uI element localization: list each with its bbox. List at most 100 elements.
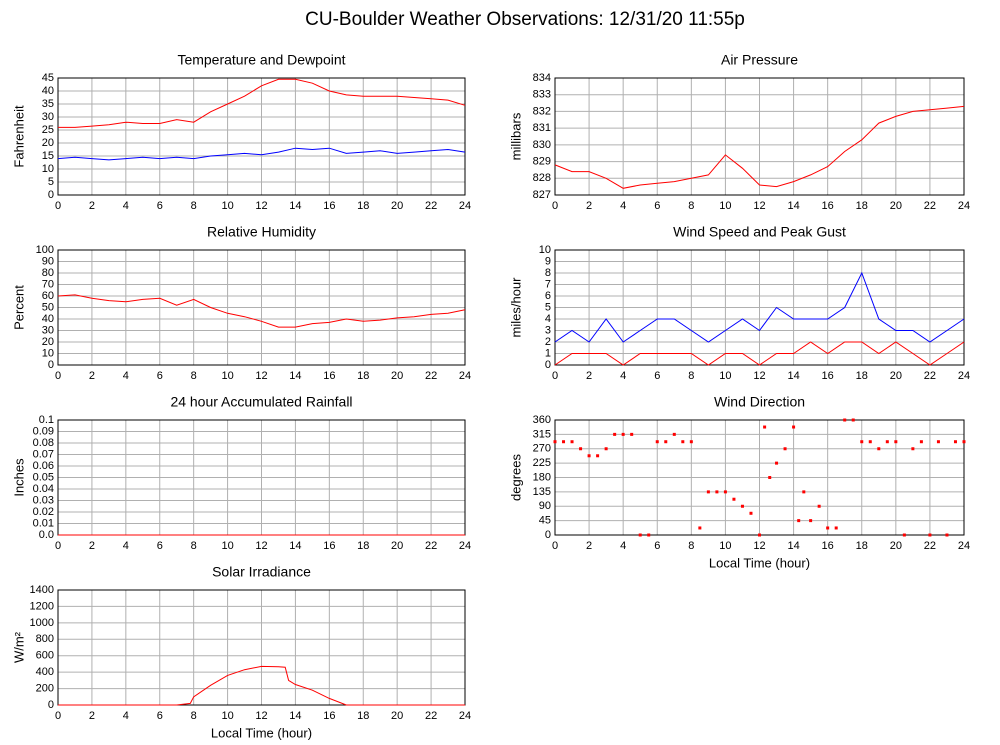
y-tick-label: 40 [42,313,54,325]
scatter-point [936,440,940,444]
y-tick-label: 90 [539,500,551,512]
x-tick-label: 4 [123,200,129,212]
scatter-point [672,432,676,436]
y-tick-label: 829 [533,155,551,167]
y-axis-label: millibars [508,112,523,160]
y-tick-label: 30 [42,111,54,123]
y-tick-label: 1200 [30,600,54,612]
x-tick-label: 20 [391,710,403,722]
x-tick-label: 2 [586,370,592,382]
scatter-point [783,447,787,451]
y-tick-label: 70 [42,278,54,290]
plot-frame [57,77,466,196]
scatter-point [681,440,685,444]
x-tick-label: 20 [391,370,403,382]
scatter-point [664,440,668,444]
x-tick-label: 24 [958,370,970,382]
y-tick-label: 0.01 [33,517,54,529]
scatter-point [570,440,574,444]
scatter-point [749,511,753,515]
y-tick-label: 10 [539,244,551,256]
y-tick-label: 35 [42,98,54,110]
x-tick-label: 22 [924,200,936,212]
scatter-point [797,519,801,523]
y-tick-label: 200 [36,682,54,694]
scatter-point [621,432,625,436]
x-tick-label: 12 [255,200,267,212]
x-tick-label: 20 [890,370,902,382]
chart-title: Wind Speed and Peak Gust [673,224,846,240]
x-tick-label: 8 [688,370,694,382]
x-tick-label: 22 [924,540,936,552]
x-tick-label: 8 [191,200,197,212]
x-tick-label: 4 [620,200,626,212]
y-tick-label: 834 [533,72,551,84]
x-tick-label: 14 [787,540,799,552]
x-tick-label: 24 [958,540,970,552]
y-tick-label: 833 [533,89,551,101]
scatter-point [706,490,710,494]
y-tick-label: 827 [533,189,551,201]
y-tick-label: 3 [545,324,551,336]
x-tick-label: 16 [822,200,834,212]
y-tick-label: 0.07 [33,448,54,460]
chart-title: Solar Irradiance [212,564,311,580]
x-tick-label: 14 [289,200,301,212]
x-tick-label: 10 [719,370,731,382]
y-tick-label: 800 [36,633,54,645]
x-tick-label: 16 [323,370,335,382]
y-tick-label: 0 [545,359,551,371]
x-tick-label: 2 [89,540,95,552]
x-tick-label: 0 [552,540,558,552]
x-tick-label: 0 [55,200,61,212]
y-axis-label: miles/hour [508,277,523,338]
x-tick-label: 10 [221,710,233,722]
scatter-point [911,447,915,451]
y-tick-label: 7 [545,278,551,290]
y-tick-label: 45 [42,72,54,84]
chart-title: Temperature and Dewpoint [177,52,345,68]
scatter-point [604,447,608,451]
y-tick-label: 2 [545,336,551,348]
x-tick-label: 0 [55,710,61,722]
x-tick-label: 22 [425,710,437,722]
x-tick-label: 10 [221,540,233,552]
x-tick-label: 18 [357,370,369,382]
x-tick-label: 16 [323,540,335,552]
scatter-point [613,432,617,436]
x-tick-label: 2 [586,540,592,552]
scatter-point [647,533,651,537]
scatter-point [826,526,830,530]
y-tick-label: 400 [36,666,54,678]
x-axis-label: Local Time (hour) [709,555,810,570]
y-tick-label: 0 [48,699,54,711]
x-tick-label: 6 [654,540,660,552]
y-tick-label: 90 [42,255,54,267]
x-tick-label: 0 [552,370,558,382]
scatter-point [740,504,744,508]
x-tick-label: 6 [157,710,163,722]
series-line [57,294,466,328]
y-tick-label: 20 [42,336,54,348]
x-tick-label: 12 [753,200,765,212]
x-tick-label: 22 [425,200,437,212]
series-line [554,341,965,366]
y-tick-label: 5 [545,301,551,313]
y-tick-label: 832 [533,105,551,117]
x-tick-label: 2 [89,200,95,212]
x-tick-label: 18 [357,710,369,722]
y-tick-label: 40 [42,85,54,97]
scatter-point [768,476,772,479]
scatter-point [945,533,949,537]
x-tick-label: 16 [822,540,834,552]
y-axis-label: W/m² [11,631,26,663]
x-tick-label: 16 [323,710,335,722]
scatter-point [579,447,583,451]
x-tick-label: 12 [255,370,267,382]
x-tick-label: 14 [787,200,799,212]
y-tick-label: 100 [36,244,54,256]
x-tick-label: 16 [323,200,335,212]
scatter-point [851,418,855,422]
series-line [554,271,965,343]
y-tick-label: 830 [533,139,551,151]
